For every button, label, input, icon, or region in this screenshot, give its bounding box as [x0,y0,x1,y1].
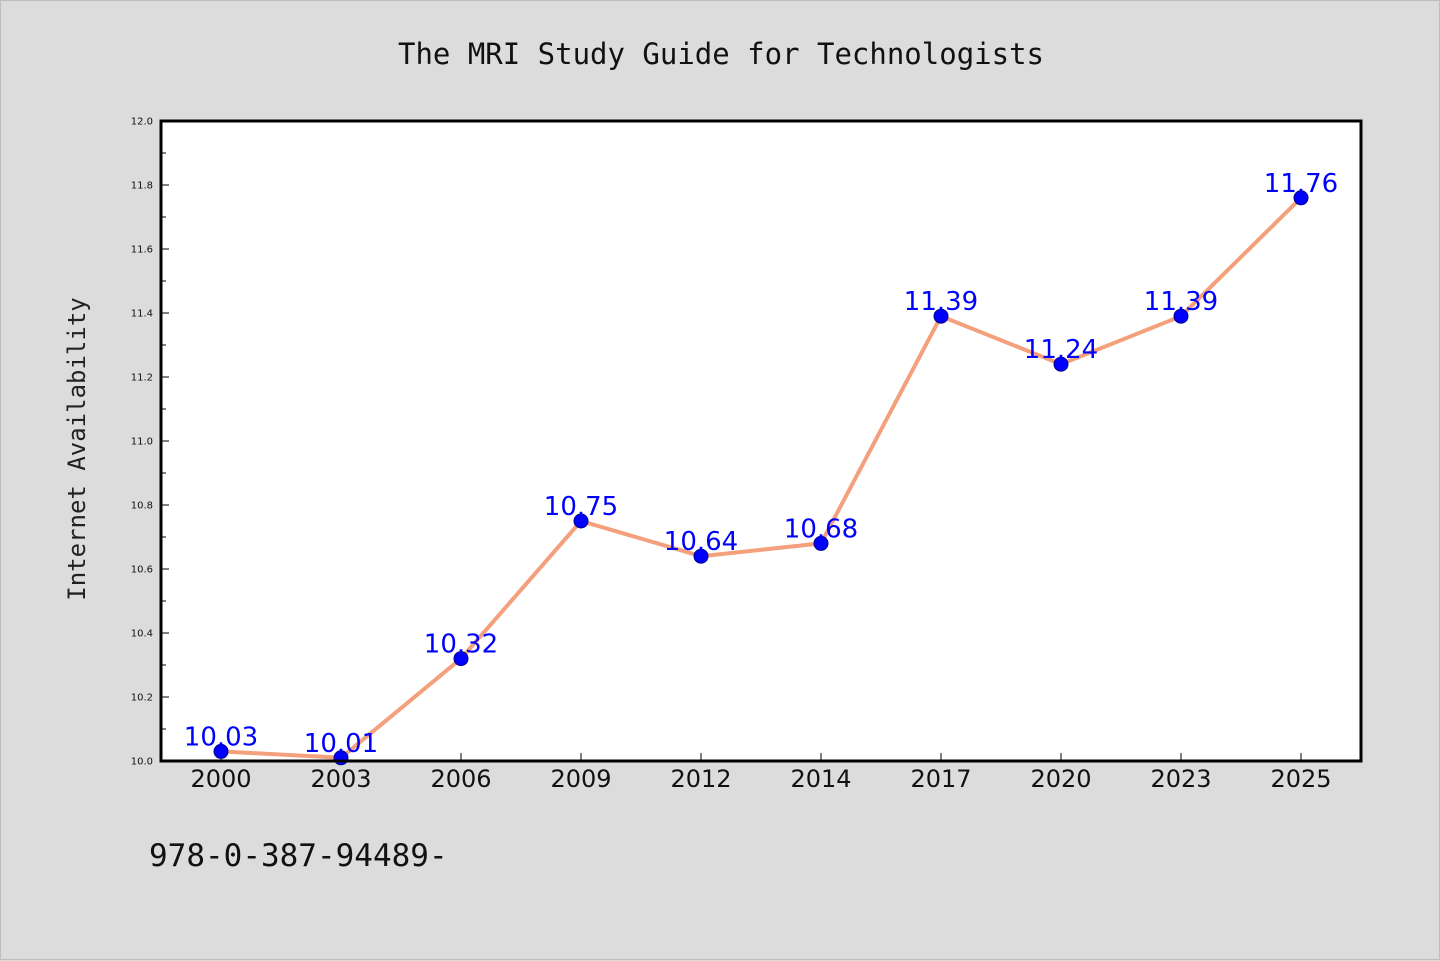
y-tick-label: 11.4 [131,309,153,320]
data-point-marker [693,548,709,564]
y-tick-label: 10.0 [131,757,153,768]
x-tick-label: 2023 [1150,765,1211,793]
data-point-marker [213,743,229,759]
x-tick-label: 2012 [670,765,731,793]
data-point-marker [1053,356,1069,372]
x-tick-label: 2003 [310,765,371,793]
data-point-label: 11.24 [1024,335,1098,365]
plot-area [161,121,1361,761]
data-point-label: 10.32 [424,630,498,660]
footer-isbn-text: 978-0-387-94489- [149,838,448,874]
data-point-marker [453,651,469,667]
chart-title: The MRI Study Guide for Technologists [398,37,1044,71]
data-point-marker [1173,308,1189,324]
data-point-label: 10.01 [304,729,378,759]
data-point-label: 10.68 [784,514,858,544]
data-point-marker [933,308,949,324]
y-tick-label: 11.6 [131,245,153,256]
y-tick-label: 10.4 [131,629,153,640]
data-point-marker [1293,190,1309,206]
data-labels: 10.03 10.01 10.32 10.75 10.64 10.68 11.39 11.24… [184,169,1338,759]
data-point-label: 10.64 [664,527,738,557]
y-axis-label: Internet Availability [63,297,91,600]
y-tick-label: 11.2 [131,373,153,384]
x-tick-label: 2025 [1270,765,1331,793]
plot-border [159,119,1363,763]
y-tick-label: 10.6 [131,565,153,576]
x-axis: 2000 2003 2006 2009 2012 2014 2017 2020 2023 2025 [190,753,1332,793]
y-tick-label: 12.0 [131,117,153,128]
data-point-label: 11.76 [1264,169,1338,199]
data-point-label: 10.03 [184,722,258,752]
x-tick-label: 2020 [1030,765,1091,793]
data-point-label: 10.75 [544,492,618,522]
x-tick-label: 2017 [910,765,971,793]
series-line [219,195,1303,760]
x-tick-label: 2014 [790,765,851,793]
y-axis: 10.0 10.2 10.4 10.6 10.8 11.0 11.2 11.4 11.6 11.8… [131,117,169,768]
x-tick-label: 2009 [550,765,611,793]
y-tick-label: 10.8 [131,501,153,512]
y-tick-label: 11.0 [131,437,153,448]
data-point-marker [813,535,829,551]
data-point-label: 11.39 [904,287,978,317]
x-tick-label: 2006 [430,765,491,793]
data-point-marker [573,513,589,529]
series-lines [219,195,1303,760]
data-point-label: 11.39 [1144,287,1218,317]
y-tick-label: 10.2 [131,693,153,704]
x-tick-label: 2000 [190,765,251,793]
y-tick-label: 11.8 [131,181,153,192]
